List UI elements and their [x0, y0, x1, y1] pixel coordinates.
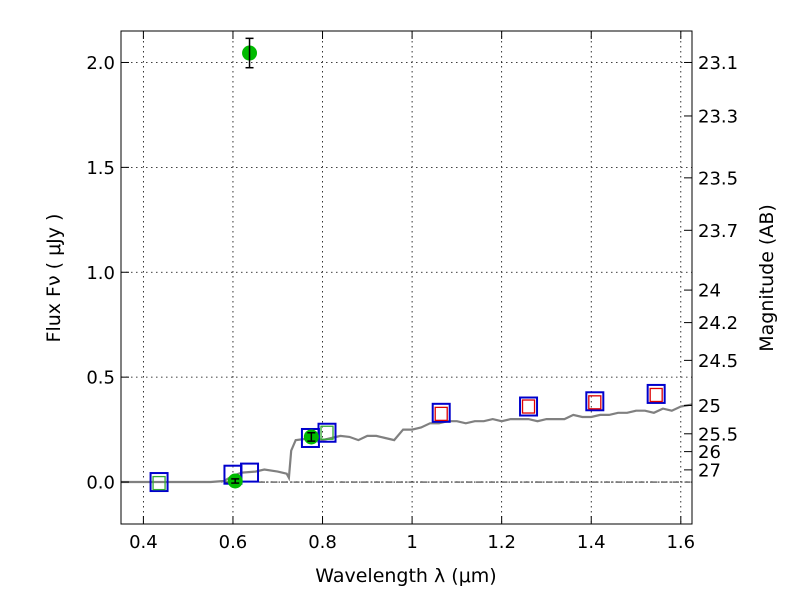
x-tick-label: 0.6: [219, 532, 248, 553]
plot-frame: [120, 30, 693, 525]
model-photometry-box: [149, 472, 169, 493]
magnitude-tick-label: 26: [698, 442, 721, 463]
model-photometry-box: [519, 396, 539, 417]
x-tick-label: 0.4: [129, 532, 158, 553]
axis-ticks: 0.4 0.6 0.8 1 1.2 1.4 1.6 0.0 0.5 1.0 1.5 2.0 23.1 23…: [86, 31, 738, 553]
model-sed-line: [121, 403, 693, 484]
filter-marker-box: [434, 406, 448, 422]
magnitude-tick-label: 23.5: [698, 168, 738, 189]
filter-marker-box: [649, 387, 663, 403]
model-photometry-box: [585, 391, 605, 412]
plot-area: [121, 37, 693, 493]
magnitude-tick-label: 23.7: [698, 221, 738, 242]
magnitude-tick-label: 27: [698, 460, 721, 481]
magnitude-tick-label: 23.3: [698, 106, 738, 127]
magnitude-tick-label: 25: [698, 396, 721, 417]
filter-marker-box: [521, 399, 536, 414]
y-tick-label: 0.5: [86, 368, 115, 389]
magnitude-tick-label: 24.2: [698, 313, 738, 334]
filter-marker-box: [320, 425, 334, 440]
filter-marker-box: [588, 395, 602, 410]
model-photometry-box: [431, 402, 451, 423]
magnitude-tick-label: 25.5: [698, 424, 738, 445]
model-photometry-box: [646, 383, 666, 404]
x-axis-label: Wavelength λ (μm): [315, 565, 496, 587]
model-photometry-box: [240, 462, 260, 483]
x-tick-label: 0.8: [308, 532, 337, 553]
x-tick-label: 1: [406, 532, 417, 553]
y-axis-label: Flux Fν ( μJy ): [43, 214, 65, 343]
magnitude-tick-label: 23.1: [698, 53, 738, 74]
x-tick-label: 1.2: [487, 532, 516, 553]
y-tick-label: 1.0: [86, 263, 115, 284]
y2-axis-label: Magnitude (AB): [756, 204, 778, 352]
grid-lines: [121, 31, 692, 524]
filter-marker-box: [152, 475, 166, 491]
y-tick-label: 0.0: [86, 473, 115, 494]
y-tick-label: 1.5: [86, 158, 115, 179]
magnitude-tick-label: 24.5: [698, 351, 738, 372]
x-tick-label: 1.6: [666, 532, 695, 553]
x-tick-label: 1.4: [577, 532, 606, 553]
y-tick-label: 2.0: [86, 53, 115, 74]
model-photometry-box: [317, 422, 337, 443]
magnitude-tick-label: 24: [698, 281, 721, 302]
